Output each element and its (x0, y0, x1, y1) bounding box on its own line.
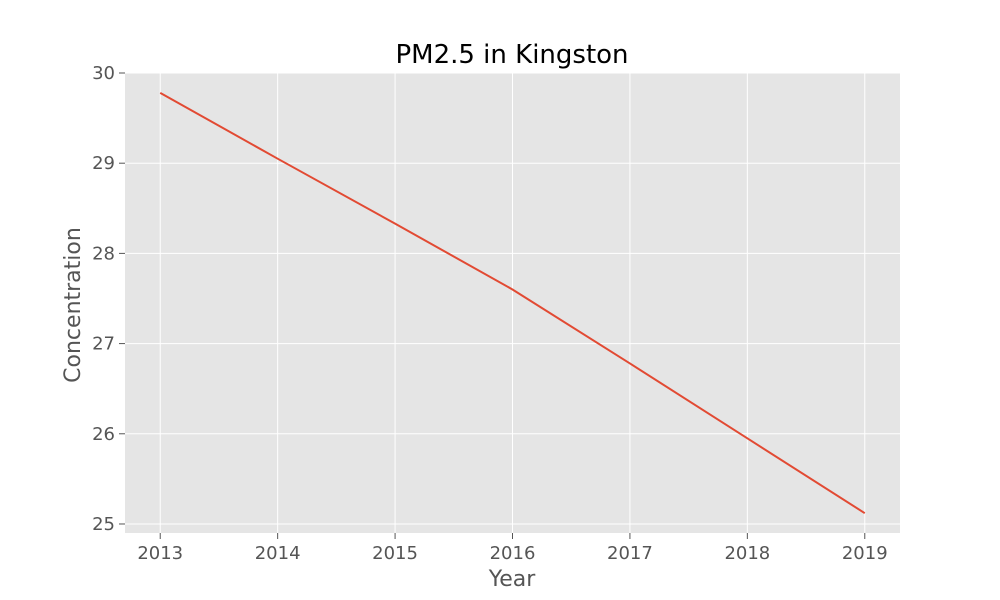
x-tick-label: 2017 (607, 543, 653, 564)
x-tick-label: 2013 (137, 543, 183, 564)
chart-title: PM2.5 in Kingston (395, 40, 628, 70)
y-axis-label: Concentration (61, 227, 86, 383)
x-tick-label: 2015 (372, 543, 418, 564)
y-tick-label: 27 (92, 334, 115, 355)
y-tick-label: 25 (92, 514, 115, 535)
x-axis-label: Year (488, 567, 537, 592)
x-tick-label: 2014 (255, 543, 301, 564)
y-tick-label: 26 (92, 424, 115, 445)
y-tick-label: 29 (92, 153, 115, 174)
series-line (159, 91, 866, 515)
x-tick-label: 2019 (842, 543, 888, 564)
y-tick-label: 28 (92, 243, 115, 264)
y-tick-label: 30 (92, 63, 115, 84)
x-tick-label: 2016 (490, 543, 536, 564)
axis-ticks: 2013 2014 2015 2016 2017 2018 2019 25 26 27 28 29 30 (92, 63, 888, 564)
series-layer (159, 91, 866, 515)
x-tick-label: 2018 (724, 543, 770, 564)
grid-lines (125, 72, 900, 533)
